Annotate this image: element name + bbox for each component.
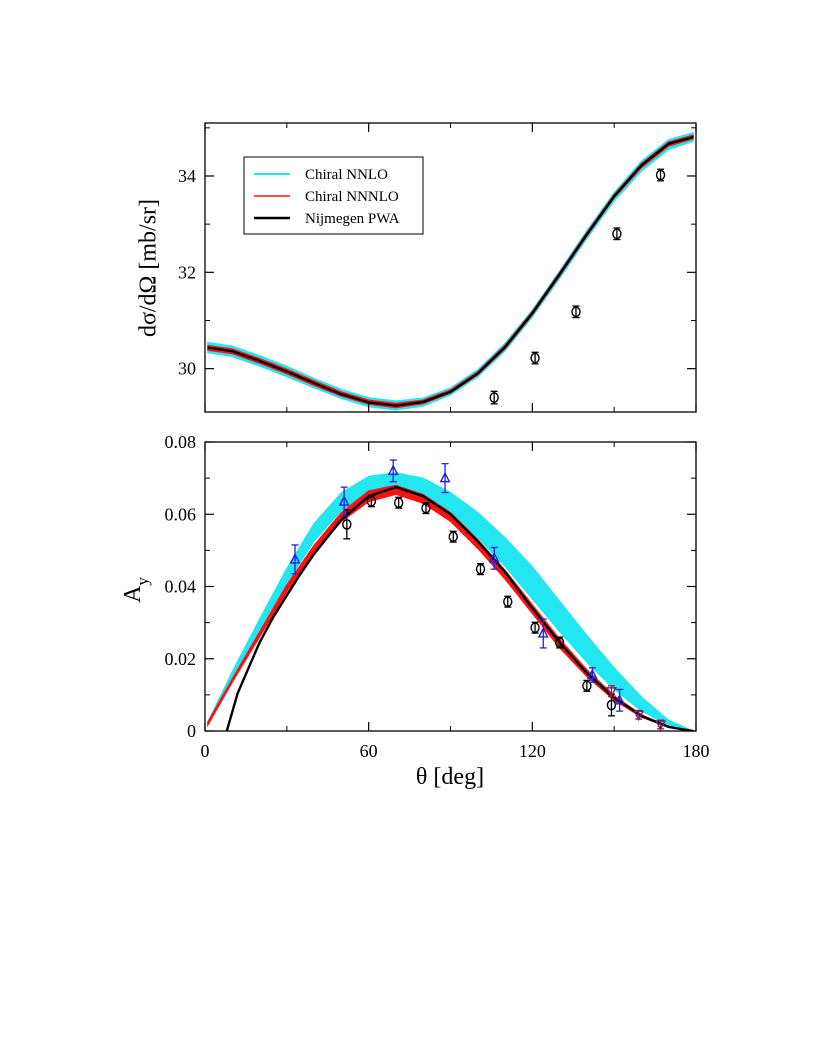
bottom-data-point	[530, 621, 540, 634]
bottom-line-nijmegen-pwa	[225, 485, 694, 731]
bottom-points-data-triangles-up	[289, 459, 626, 712]
bottom-points-data-circles	[342, 495, 617, 717]
top-points-data-circles	[489, 168, 666, 405]
bottom-x-tick-label: 180	[683, 741, 710, 761]
bottom-data-point	[393, 496, 404, 509]
top-data-point	[530, 351, 540, 365]
x-axis-title: θ [deg]	[416, 764, 484, 790]
bottom-data-point	[366, 495, 377, 508]
top-data-point	[489, 390, 499, 405]
legend-label-chiral-nnnlo: Chiral NNNLO	[305, 189, 399, 205]
bottom-data-point	[582, 679, 592, 692]
bottom-x-tick-label: 120	[519, 741, 546, 761]
top-y-tick-label: 32	[178, 262, 196, 282]
bottom-data-point	[387, 459, 399, 483]
bottom-data-point	[448, 530, 458, 543]
bottom-y-axis-title: Ay	[120, 577, 152, 603]
analyzing-power-panel: 0 60 120 180 0 0.02 0.04 0.06 0.08 Ay θ [deg]	[120, 432, 710, 790]
bottom-data-point	[586, 667, 598, 683]
top-y-tick-label: 34	[178, 166, 196, 186]
bottom-y-tick-label: 0.04	[165, 577, 197, 597]
bottom-data-point	[338, 486, 350, 517]
legend-label-chiral-nnlo: Chiral NNLO	[305, 167, 388, 183]
top-data-point	[655, 168, 666, 182]
bottom-data-point	[342, 509, 352, 540]
bottom-data-point	[554, 636, 565, 649]
bottom-y-axis-title-main: A	[120, 585, 146, 603]
bottom-data-point	[655, 719, 666, 732]
bottom-data-point	[606, 685, 617, 698]
cross-section-panel: 30 32 34 dσ/dΩ [mb/sr] Chiral NNLO Chiral …	[136, 122, 697, 413]
top-y-axis-title: dσ/dΩ [mb/sr]	[136, 199, 162, 337]
bottom-data-point	[614, 688, 626, 712]
bottom-data-point	[488, 546, 500, 570]
bottom-y-tick-label: 0.08	[165, 432, 197, 452]
legend: Chiral NNLO Chiral NNNLO Nijmegen PWA	[243, 156, 424, 235]
bottom-data-point	[421, 502, 431, 515]
bottom-x-tick-label: 60	[360, 741, 378, 761]
bottom-data-point	[633, 709, 645, 722]
bottom-points-data-triangles-down	[606, 685, 666, 732]
bottom-y-tick-label: 0.02	[165, 649, 197, 669]
bottom-data-point	[439, 463, 451, 494]
top-data-point	[612, 227, 622, 241]
bottom-data-point	[475, 563, 486, 576]
top-line-nijmegen-pwa	[207, 135, 694, 407]
bottom-data-point	[503, 595, 513, 608]
bottom-y-axis-title-subscript: y	[133, 577, 152, 586]
bottom-data-point	[537, 618, 549, 649]
bottom-x-tick-label: 0	[201, 741, 210, 761]
bottom-y-tick-label: 0.06	[165, 504, 197, 524]
legend-label-nijmegen-pwa: Nijmegen PWA	[305, 211, 400, 227]
top-data-point	[571, 305, 581, 319]
bottom-y-tick-label: 0	[187, 721, 196, 741]
bottom-data-point	[289, 544, 301, 575]
top-y-tick-label: 30	[178, 359, 196, 379]
